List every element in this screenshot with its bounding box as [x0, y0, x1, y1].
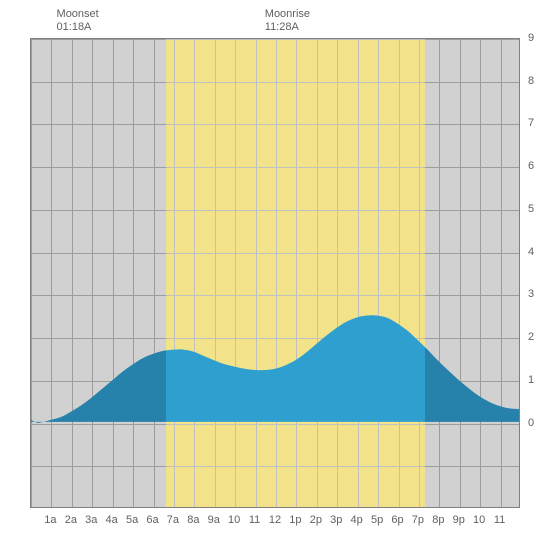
x-tick-label: 10 [473, 514, 485, 526]
x-tick-label: 11 [249, 514, 260, 526]
x-tick-label: 1a [44, 514, 56, 526]
x-tick-label: 11 [494, 514, 505, 526]
moonrise-time: 11:28A [265, 21, 310, 34]
x-tick-label: 4a [106, 514, 118, 526]
x-tick-label: 2p [310, 514, 322, 526]
y-tick-label: 9 [528, 32, 534, 44]
y-tick-label: 0 [528, 417, 534, 429]
y-tick-label: 8 [528, 75, 534, 87]
moonrise-title: Moonrise [265, 8, 310, 21]
moonrise-label: Moonrise 11:28A [265, 8, 310, 34]
x-tick-label: 10 [228, 514, 240, 526]
moonset-time: 01:18A [57, 21, 99, 34]
x-tick-label: 3p [330, 514, 342, 526]
x-tick-label: 4p [351, 514, 363, 526]
x-tick-label: 1p [289, 514, 301, 526]
x-tick-label: 5p [371, 514, 383, 526]
moonset-title: Moonset [57, 8, 99, 21]
x-tick-label: 2a [65, 514, 77, 526]
y-tick-label: 4 [528, 246, 534, 258]
tide-area [31, 39, 519, 507]
x-tick-label: 3a [85, 514, 97, 526]
x-tick-label: 8p [432, 514, 444, 526]
y-tick-label: 7 [528, 117, 534, 129]
y-tick-label: 2 [528, 331, 534, 343]
y-tick-label: 3 [528, 288, 534, 300]
x-tick-label: 9p [453, 514, 465, 526]
x-tick-label: 6p [391, 514, 403, 526]
moonset-label: Moonset 01:18A [57, 8, 99, 34]
x-tick-label: 5a [126, 514, 138, 526]
x-tick-label: 7a [167, 514, 179, 526]
x-tick-label: 6a [146, 514, 158, 526]
x-tick-label: 7p [412, 514, 424, 526]
x-tick-label: 8a [187, 514, 199, 526]
y-tick-label: 5 [528, 203, 534, 215]
tide-fill [31, 315, 519, 423]
y-tick-label: 1 [528, 374, 534, 386]
tide-chart: Moonset 01:18A Moonrise 11:28A 1a 2a 3a 4a 5… [0, 0, 550, 550]
x-tick-label: 9a [208, 514, 220, 526]
plot-area [30, 38, 520, 508]
y-tick-label: 6 [528, 160, 534, 172]
x-tick-label: 12 [269, 514, 281, 526]
